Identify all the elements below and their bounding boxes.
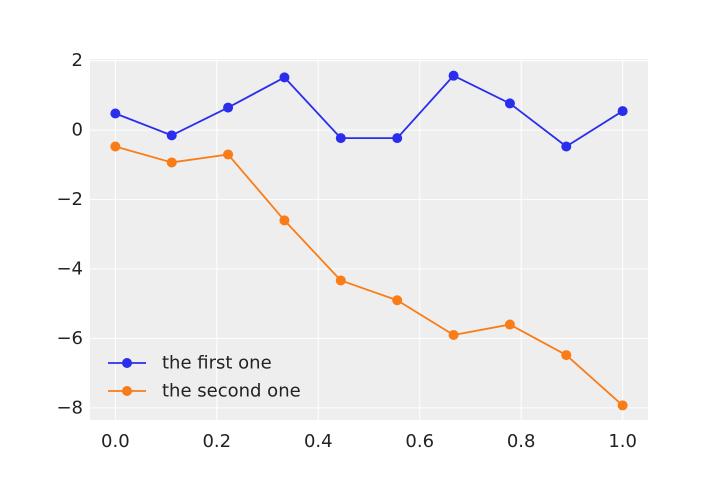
x-axis-tick-labels: 0.0 0.2 0.4 0.6 0.8 1.0 (101, 431, 637, 452)
legend: the first one the second one (108, 353, 301, 402)
data-point (166, 157, 177, 168)
data-point (335, 275, 346, 286)
y-tick-label: 0 (72, 120, 83, 141)
legend-label: the first one (162, 353, 272, 374)
x-tick-label: 0.4 (304, 431, 333, 452)
y-tick-label: −2 (56, 189, 83, 210)
data-point (110, 108, 121, 119)
data-point (392, 295, 403, 306)
data-point (335, 133, 346, 144)
data-point (223, 149, 234, 160)
data-point (166, 130, 177, 141)
data-point (448, 329, 459, 340)
data-point (504, 319, 515, 330)
x-tick-label: 0.0 (101, 431, 130, 452)
data-point (617, 400, 628, 411)
data-point (561, 350, 572, 361)
data-point (392, 133, 403, 144)
data-point (448, 70, 459, 81)
legend-label: the second one (162, 381, 301, 402)
x-tick-label: 0.8 (507, 431, 536, 452)
y-tick-label: −8 (56, 397, 83, 418)
y-tick-label: 2 (72, 50, 83, 71)
data-point (279, 72, 290, 83)
data-point (504, 98, 515, 109)
data-point (110, 141, 121, 152)
x-tick-label: 0.6 (405, 431, 434, 452)
x-tick-label: 1.0 (608, 431, 637, 452)
y-axis-tick-labels: 2 0 −2 −4 −6 −8 (56, 50, 83, 418)
y-tick-label: −4 (56, 259, 83, 280)
series-layer (110, 70, 628, 411)
legend-marker (122, 358, 132, 368)
plot-background (90, 59, 648, 420)
y-tick-label: −6 (56, 328, 83, 349)
x-tick-label: 0.2 (202, 431, 231, 452)
legend-marker (122, 386, 132, 396)
series-line (115, 74, 624, 148)
series-line (115, 145, 624, 407)
data-point (223, 102, 234, 113)
data-point (279, 215, 290, 226)
data-point (561, 141, 572, 152)
data-point (617, 106, 628, 117)
